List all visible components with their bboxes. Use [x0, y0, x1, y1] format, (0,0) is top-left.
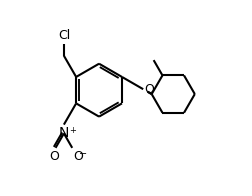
Text: −: −	[79, 149, 87, 159]
Text: +: +	[69, 126, 75, 135]
Text: O: O	[144, 83, 153, 96]
Text: O: O	[73, 150, 83, 163]
Text: O: O	[49, 150, 59, 163]
Text: Cl: Cl	[57, 29, 70, 42]
Text: N: N	[58, 126, 69, 140]
